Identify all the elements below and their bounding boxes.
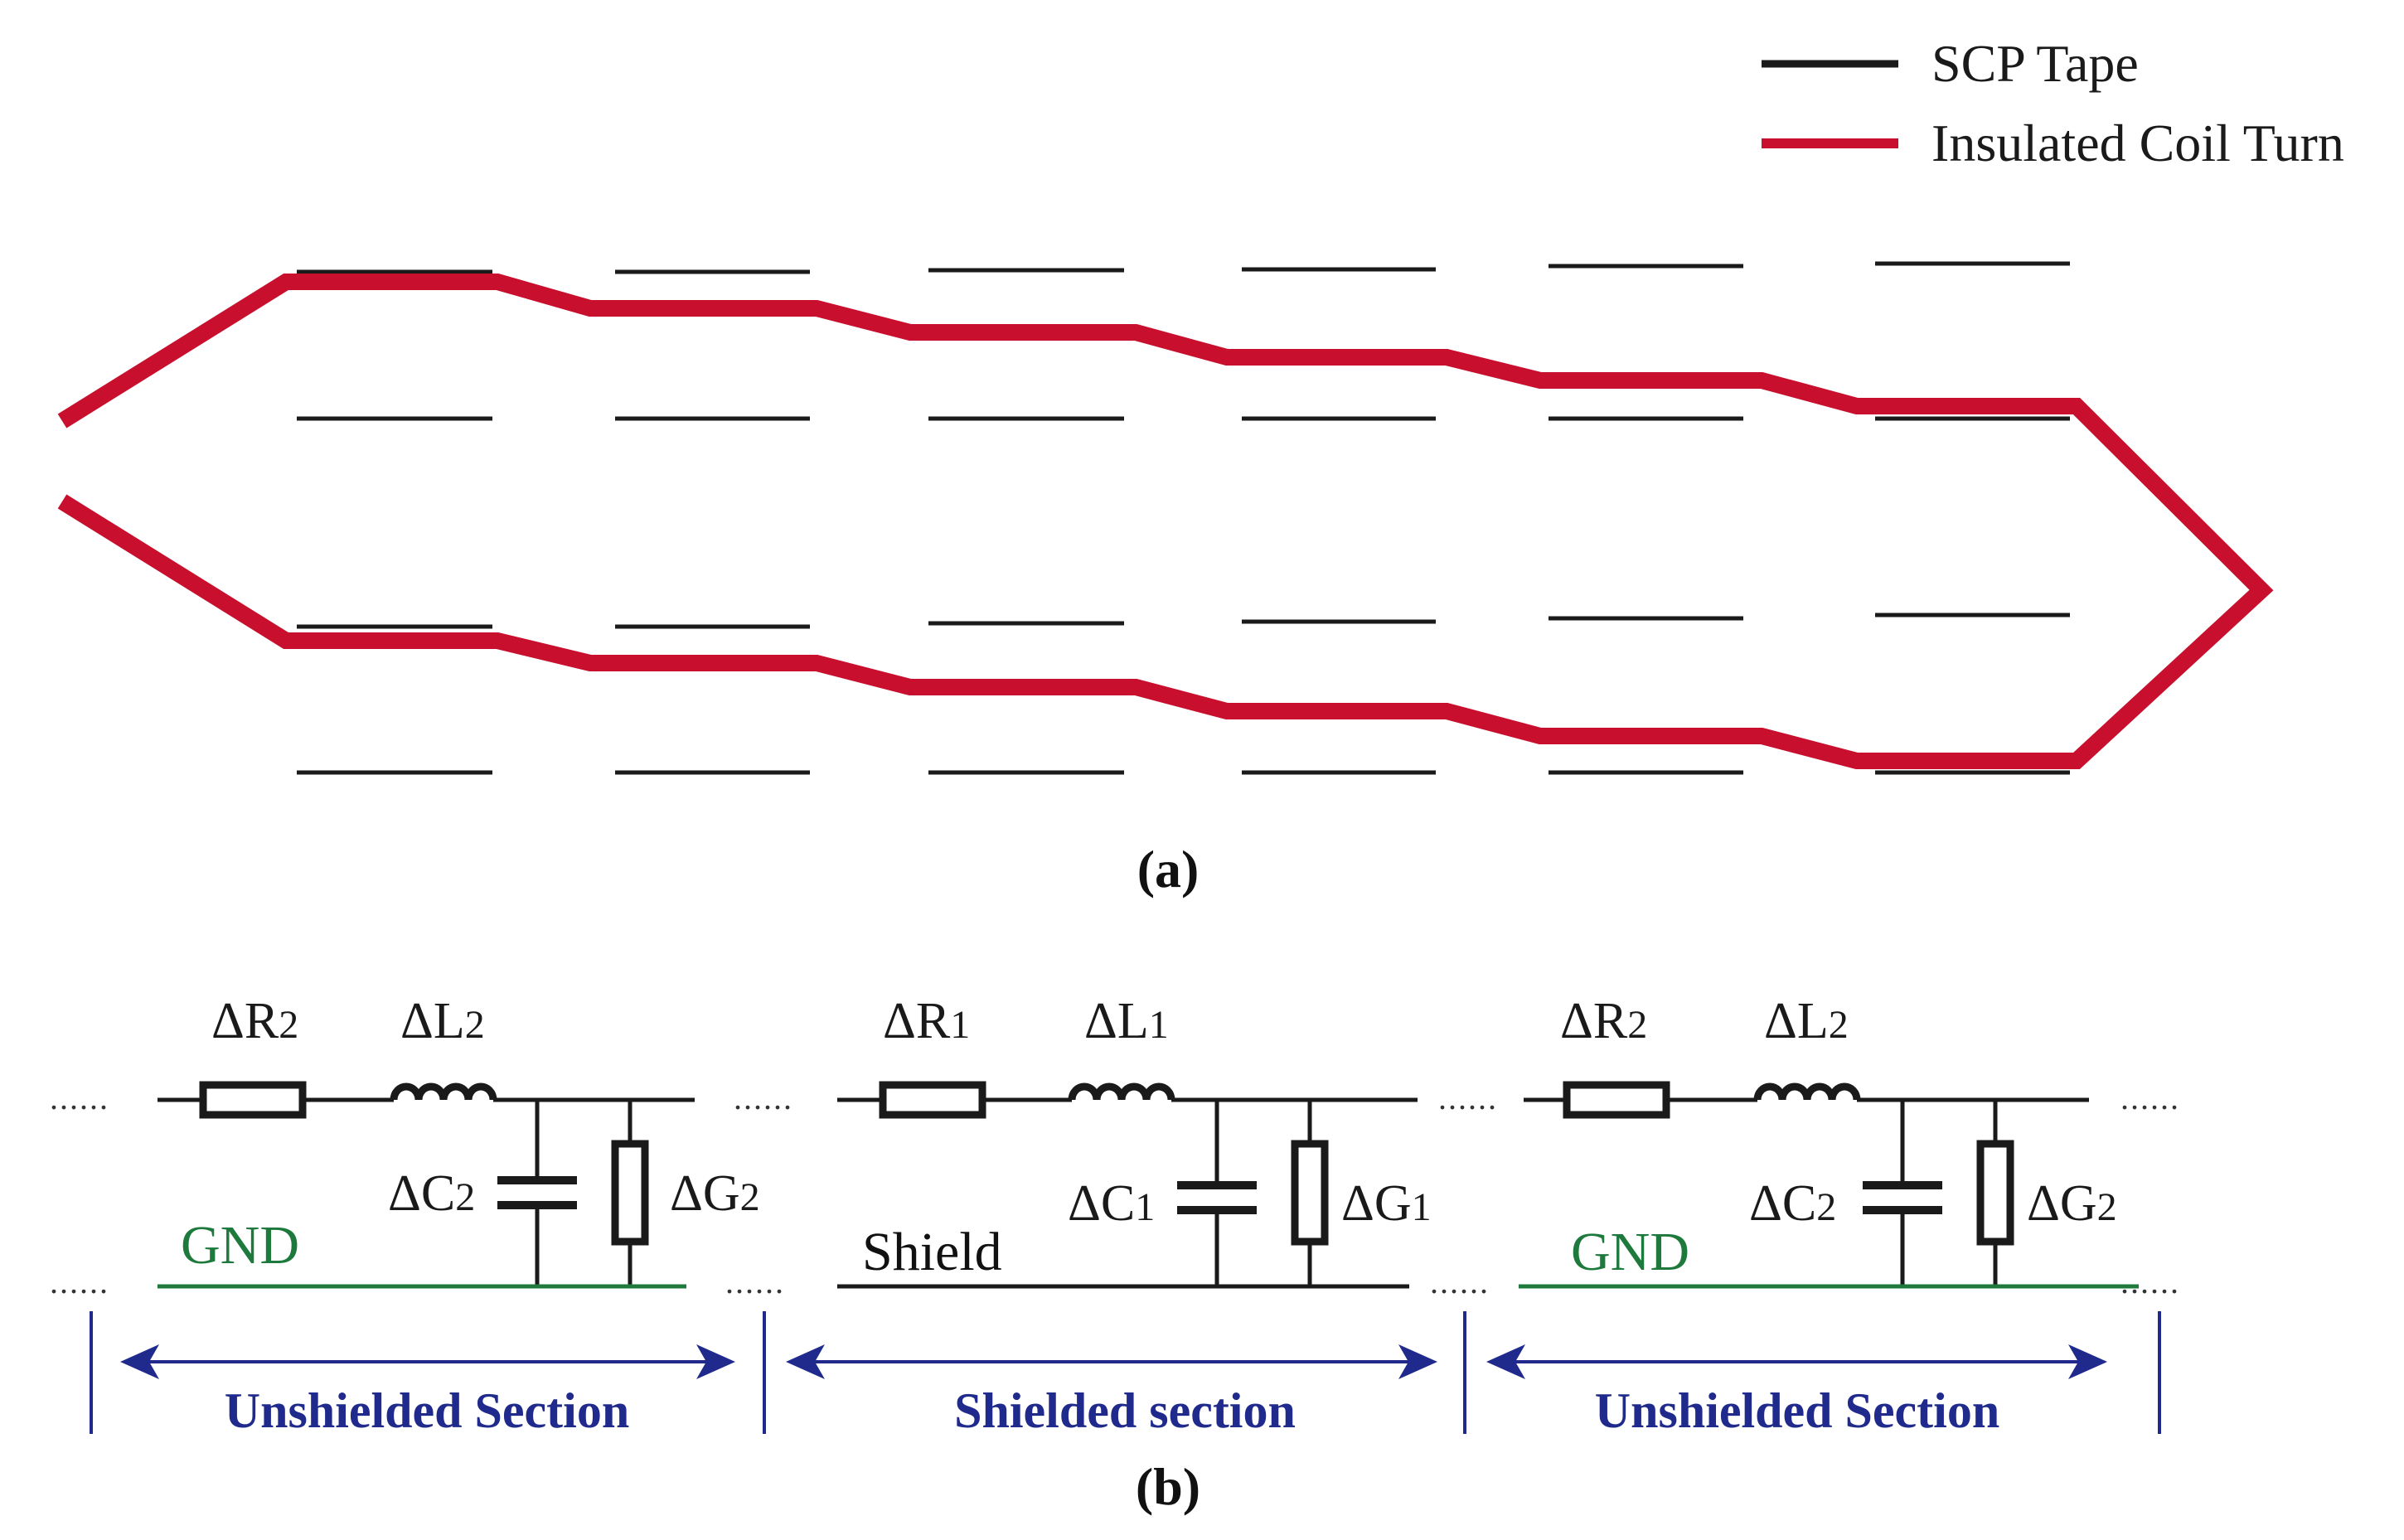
resistor [879, 1081, 986, 1119]
resistor-label: ΔR2 [1560, 993, 1647, 1049]
gnd-label: GND [181, 1215, 299, 1276]
span-arrow [786, 1344, 1437, 1379]
conductance [1976, 1140, 2014, 1246]
coil-turn-path [57, 274, 2274, 769]
span-arrow [120, 1344, 735, 1379]
span-label: Unshielded Section [1595, 1383, 1999, 1438]
caption-b: (b) [1136, 1457, 1200, 1516]
scp-tape-lines [297, 261, 2070, 775]
dots-mid-right-bottom: ...... [1430, 1263, 1490, 1300]
shield-label: Shield [862, 1222, 1002, 1282]
dots-left-bottom: ...... [50, 1263, 109, 1300]
span-arrow [1486, 1344, 2107, 1379]
inductor-label: ΔL2 [1764, 993, 1849, 1049]
dots-right-top: ...... [2120, 1079, 2180, 1116]
circuit-section-shielded: ΔR1 ΔL1 ΔC1 ΔG1 Shield ...... ...... [837, 993, 1498, 1300]
dots-mid-right-top: ...... [1438, 1079, 1498, 1116]
conductance [1291, 1140, 1329, 1246]
resistor-label: ΔR1 [883, 993, 970, 1049]
resistor [199, 1081, 307, 1119]
inductor-label: ΔL1 [1084, 993, 1169, 1049]
circuit-section-unshielded-left: ...... ...... ΔR2 ΔL2 ΔC2 ΔG2 GND ......… [50, 993, 793, 1300]
dots-mid-left-top: ...... [734, 1079, 793, 1116]
resistor [1563, 1081, 1670, 1119]
capacitor-label: ΔC1 [1068, 1175, 1155, 1232]
capacitor-label: ΔC2 [1749, 1175, 1836, 1232]
span-label: Unshielded Section [225, 1383, 629, 1438]
dots-right-bottom: ...... [2120, 1263, 2180, 1300]
dots-left-top: ...... [50, 1079, 109, 1116]
panel-a: (a) [57, 261, 2274, 898]
conductance-label: ΔG2 [2027, 1175, 2117, 1232]
inductor [1753, 1082, 1861, 1101]
caption-a: (a) [1137, 840, 1200, 898]
legend-label-coil-turn: Insulated Coil Turn [1931, 114, 2344, 172]
inductor [390, 1082, 497, 1101]
dots-mid-left-bottom: ...... [725, 1263, 785, 1300]
circuit-section-unshielded-right: ΔR2 ΔL2 ΔC2 ΔG2 GND ...... ...... [1519, 993, 2180, 1300]
legend-label-scp-tape: SCP Tape [1931, 34, 2139, 93]
section-spans: Unshielded Section Shielded section Unsh… [90, 1311, 2161, 1438]
conductance [611, 1140, 649, 1246]
conductance-label: ΔG1 [1341, 1175, 1432, 1232]
inductor [1068, 1082, 1175, 1101]
conductance-label: ΔG2 [670, 1165, 760, 1222]
capacitor-label: ΔC2 [388, 1165, 475, 1222]
gnd-label: GND [1571, 1222, 1689, 1282]
span-label: Shielded section [954, 1383, 1296, 1438]
resistor-label: ΔR2 [211, 993, 298, 1049]
panel-b: ...... ...... ΔR2 ΔL2 ΔC2 ΔG2 GND ......… [50, 993, 2180, 1516]
inductor-label: ΔL2 [400, 993, 485, 1049]
legend: SCP Tape Insulated Coil Turn [1762, 34, 2344, 172]
